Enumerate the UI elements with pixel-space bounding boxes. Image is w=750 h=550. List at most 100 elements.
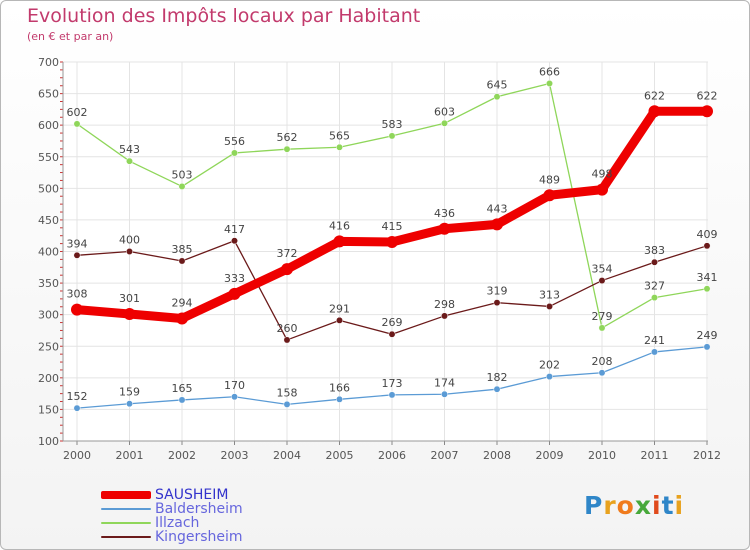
data-point-sausheim	[281, 263, 293, 276]
data-point-illzach	[73, 120, 81, 128]
data-point-sausheim	[176, 312, 188, 325]
data-point-illzach	[283, 145, 291, 153]
data-point-baldersheim	[231, 393, 238, 401]
data-point-illzach	[493, 93, 501, 101]
data-point-sausheim	[543, 189, 556, 202]
data-label-illzach: 327	[644, 280, 665, 293]
data-point-sausheim	[438, 222, 451, 235]
data-label-sausheim: 489	[539, 173, 560, 186]
data-label-baldersheim: 166	[329, 381, 350, 394]
data-label-baldersheim: 158	[277, 386, 298, 399]
x-tick-label: 2011	[641, 449, 669, 462]
data-point-illzach	[546, 80, 553, 87]
data-point-baldersheim	[546, 373, 553, 381]
data-point-kingersheim	[703, 242, 711, 250]
data-label-baldersheim: 159	[119, 386, 140, 399]
data-point-kingersheim	[336, 316, 343, 324]
logo-letter: r	[603, 491, 617, 520]
y-tick-label: 200	[38, 372, 59, 385]
data-point-kingersheim	[231, 237, 238, 245]
data-point-kingersheim	[493, 299, 501, 307]
data-label-sausheim: 622	[644, 89, 665, 102]
data-point-baldersheim	[178, 396, 186, 404]
data-label-illzach: 603	[434, 105, 455, 118]
logo-letter: i	[652, 491, 662, 520]
logo-letter: i	[674, 491, 685, 520]
legend-label: Illzach	[155, 515, 200, 531]
data-label-kingersheim: 383	[644, 244, 665, 257]
data-label-baldersheim: 170	[224, 379, 245, 392]
data-label-kingersheim: 319	[487, 285, 508, 298]
data-label-kingersheim: 394	[67, 237, 88, 250]
data-point-kingersheim	[178, 257, 186, 265]
x-tick-label: 2004	[273, 449, 301, 462]
data-point-sausheim	[648, 105, 661, 118]
data-point-kingersheim	[73, 251, 81, 259]
data-point-baldersheim	[703, 343, 711, 351]
y-tick-label: 450	[38, 214, 59, 227]
logo-letter: x	[634, 491, 652, 520]
data-label-kingersheim: 291	[329, 302, 350, 315]
data-point-sausheim	[123, 308, 136, 321]
data-point-illzach	[598, 324, 606, 332]
data-label-kingersheim: 298	[434, 298, 455, 311]
data-point-illzach	[231, 149, 238, 157]
data-label-sausheim: 333	[224, 272, 245, 285]
data-label-illzach: 666	[539, 65, 560, 78]
data-point-baldersheim	[283, 400, 291, 408]
data-point-kingersheim	[126, 248, 133, 255]
x-tick-label: 2005	[326, 449, 354, 462]
data-point-illzach	[178, 182, 186, 190]
legend-swatch	[101, 522, 151, 524]
data-label-sausheim: 294	[172, 296, 193, 309]
y-tick-label: 550	[38, 151, 59, 164]
data-label-sausheim: 436	[434, 207, 455, 220]
series-layer	[71, 80, 713, 412]
x-tick-label: 2007	[431, 449, 459, 462]
data-point-illzach	[703, 285, 711, 293]
data-label-illzach: 583	[382, 118, 403, 131]
data-point-sausheim	[386, 236, 398, 249]
data-label-illzach: 645	[487, 79, 508, 92]
data-point-sausheim	[491, 218, 503, 231]
data-label-sausheim: 622	[697, 89, 718, 102]
x-tick-label: 2012	[693, 449, 721, 462]
x-tick-label: 2001	[116, 449, 144, 462]
x-tick-label: 2008	[483, 449, 511, 462]
legend-label: Kingersheim	[155, 529, 243, 545]
y-tick-label: 400	[38, 246, 59, 259]
data-point-sausheim	[333, 235, 346, 248]
data-point-baldersheim	[73, 404, 81, 412]
data-point-kingersheim	[441, 312, 448, 320]
data-label-illzach: 556	[224, 135, 245, 148]
chart-title: Evolution des Impôts locaux par Habitant	[27, 5, 421, 27]
y-tick-label: 250	[38, 340, 59, 353]
data-label-kingersheim: 269	[382, 316, 403, 329]
legend-label: SAUSHEIM	[155, 487, 229, 503]
data-label-illzach: 279	[592, 310, 613, 323]
y-tick-label: 150	[38, 403, 59, 416]
x-tick-label: 2009	[536, 449, 564, 462]
data-point-baldersheim	[598, 369, 606, 377]
data-point-kingersheim	[546, 303, 553, 310]
x-tick-label: 2000	[63, 449, 91, 462]
data-label-baldersheim: 152	[67, 390, 88, 403]
data-point-baldersheim	[441, 390, 448, 398]
data-point-illzach	[388, 132, 396, 140]
data-point-illzach	[441, 119, 448, 127]
data-point-baldersheim	[336, 395, 343, 403]
data-label-sausheim: 416	[329, 219, 350, 232]
chart-subtitle: (en € et par an)	[27, 30, 114, 43]
data-point-kingersheim	[283, 336, 291, 344]
data-label-illzach: 565	[329, 129, 350, 142]
data-label-kingersheim: 417	[224, 223, 245, 236]
data-point-kingersheim	[388, 330, 396, 338]
data-label-kingersheim: 400	[119, 234, 140, 247]
logo-letter: t	[661, 491, 675, 520]
data-point-sausheim	[228, 287, 241, 300]
x-tick-label: 2010	[588, 449, 616, 462]
x-tick-label: 2006	[378, 449, 406, 462]
logo-letter: o	[616, 491, 635, 520]
